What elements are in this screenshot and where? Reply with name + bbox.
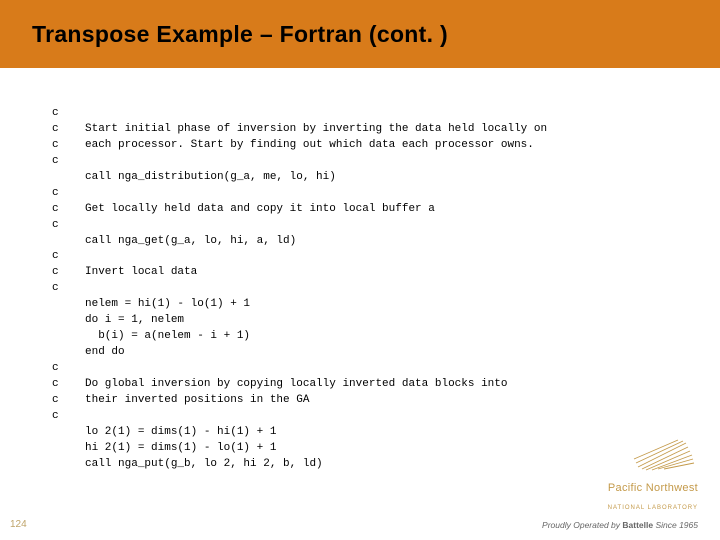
title-bar: Transpose Example – Fortran (cont. )	[0, 0, 720, 68]
footer-suffix: Since 1965	[653, 520, 698, 530]
logo-text: Pacific Northwest NATIONAL LABORATORY	[605, 478, 698, 514]
footer-credit: Proudly Operated by Battelle Since 1965	[542, 520, 698, 530]
starburst-icon	[628, 439, 698, 471]
page-number: 124	[10, 519, 27, 530]
logo-main: Pacific Northwest	[608, 482, 698, 494]
slide-title: Transpose Example – Fortran (cont. )	[32, 21, 448, 48]
pnnl-logo: Pacific Northwest NATIONAL LABORATORY	[605, 439, 698, 514]
footer-prefix: Proudly Operated by	[542, 520, 622, 530]
logo-sub: NATIONAL LABORATORY	[608, 505, 698, 511]
footer-bold: Battelle	[622, 520, 653, 530]
code-block: c c Start initial phase of inversion by …	[0, 68, 720, 473]
